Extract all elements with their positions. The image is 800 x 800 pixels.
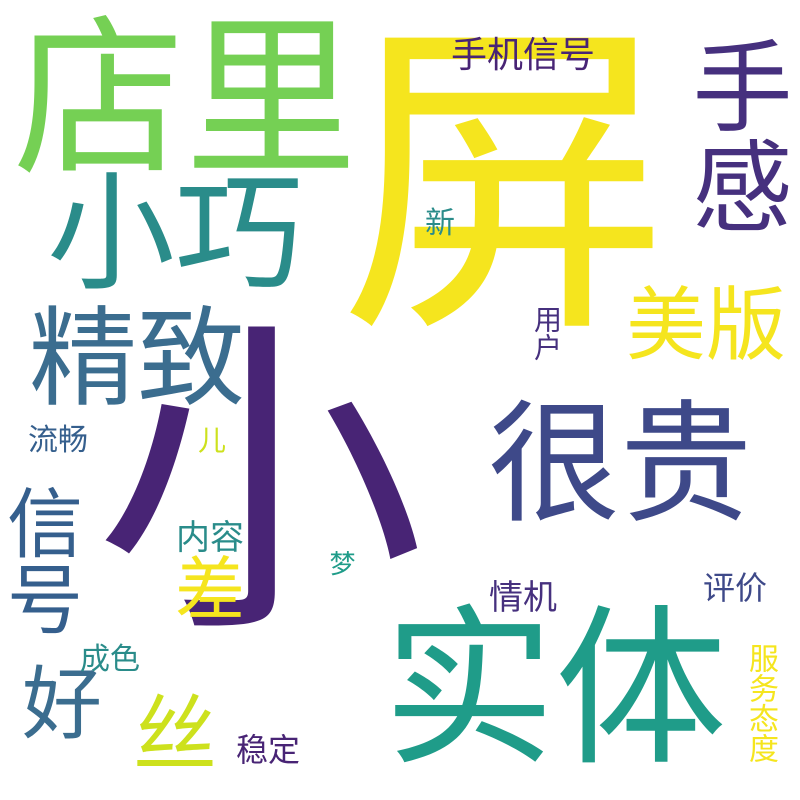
word-xinhao: 信号: [0, 484, 83, 636]
word-er: 儿: [197, 424, 227, 457]
word-xin: 新: [425, 206, 455, 241]
word-dianli: 店里: [13, 0, 357, 200]
word-hao: 好: [22, 658, 102, 751]
word-yonghu: 用户: [530, 305, 563, 361]
word-xiaoqiao: 小巧: [46, 160, 304, 309]
word-liuchang: 流畅: [28, 423, 88, 458]
word-cha: 差: [175, 549, 245, 631]
word-meng: 梦: [325, 550, 355, 576]
word-xiao: 小: [95, 293, 425, 677]
word-neirong: 内容: [176, 518, 244, 558]
word-shougan: 手感: [675, 35, 792, 235]
word-ping: 屏: [340, 0, 670, 377]
word-jingzhi: 精致: [28, 297, 246, 422]
word-shoujixinhao: 手机信号: [450, 35, 596, 76]
word-wending: 稳定: [235, 731, 301, 769]
word-pingjia: 评价: [702, 569, 768, 607]
word-si: 丝: [132, 686, 218, 784]
word-meiban: 美版: [626, 279, 786, 372]
word-qingji: 情机: [489, 578, 557, 618]
word-fuwutaidu: 服务态度: [743, 643, 778, 763]
word-hengui: 很贵: [488, 388, 752, 542]
word-shiti: 实体: [383, 589, 727, 790]
word-chengse: 成色: [80, 642, 140, 677]
